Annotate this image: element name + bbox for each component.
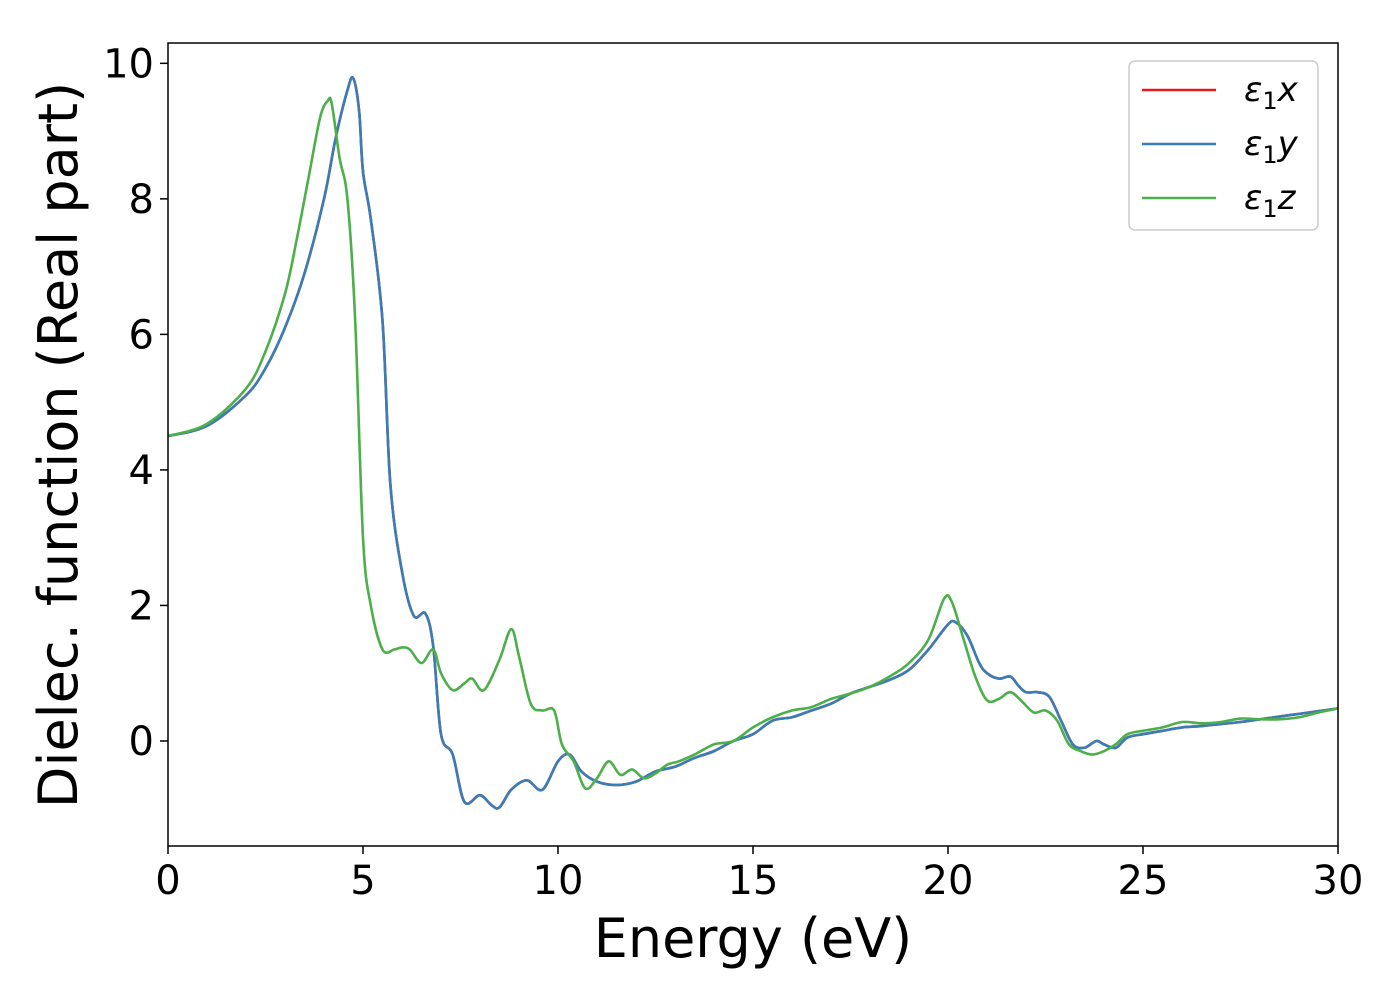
y-axis-ticks: 0 2 4 6 8 10 xyxy=(103,41,168,765)
legend: ε1x ε1y ε1z xyxy=(1128,60,1319,231)
x-tick-label: 15 xyxy=(728,858,779,904)
x-axis-label: Energy (eV) xyxy=(594,907,913,970)
y-tick-label: 4 xyxy=(129,448,154,494)
x-tick-label: 30 xyxy=(1313,858,1364,904)
legend-box xyxy=(1128,60,1319,231)
y-tick-label: 6 xyxy=(129,312,154,358)
legend-label-z: ε1z xyxy=(1244,178,1297,223)
series-line-z xyxy=(168,96,1338,791)
plot-lines xyxy=(168,76,1338,810)
y-tick-label: 0 xyxy=(129,719,154,765)
y-tick-label: 10 xyxy=(103,41,154,87)
legend-label-x: ε1x xyxy=(1244,70,1299,115)
y-axis-label: Dielec. function (Real part) xyxy=(27,82,90,808)
y-tick-label: 8 xyxy=(129,177,154,223)
x-tick-label: 5 xyxy=(350,858,375,904)
x-tick-label: 0 xyxy=(155,858,180,904)
x-tick-label: 25 xyxy=(1118,858,1169,904)
x-tick-label: 20 xyxy=(923,858,974,904)
x-axis-ticks: 0 5 10 15 20 25 30 xyxy=(155,846,1363,904)
y-tick-label: 2 xyxy=(129,583,154,629)
x-tick-label: 10 xyxy=(533,858,584,904)
legend-label-y: ε1y xyxy=(1244,124,1299,169)
